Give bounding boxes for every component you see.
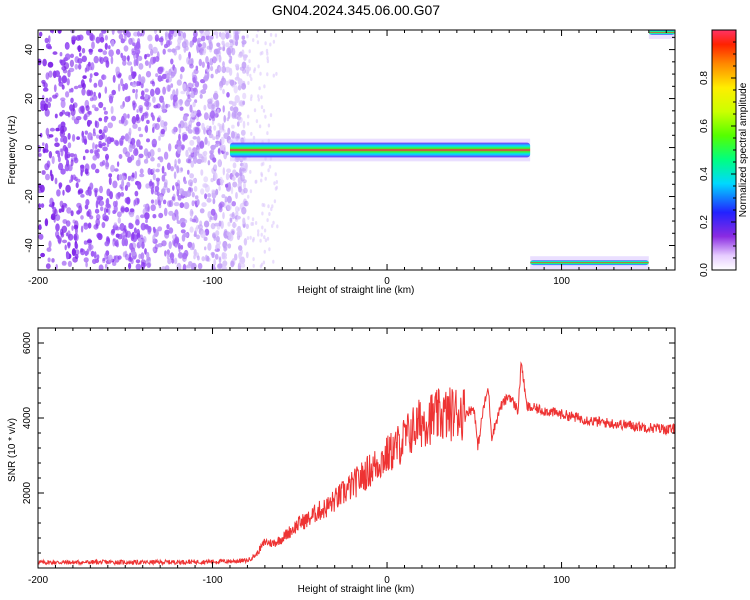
x-tick-label: -100 <box>203 276 223 287</box>
y-tick-label: -20 <box>24 189 35 204</box>
x-tick-label: 0 <box>384 276 390 287</box>
snr-panel: -200 -100 0 100 2000 4000 6000 Height of strai… <box>7 327 676 595</box>
spectrogram-heatmap <box>38 30 675 270</box>
colorbar-scale <box>711 29 737 271</box>
y-tick-label: -40 <box>24 238 35 253</box>
colorbar-ticks: 0.0 0.2 0.4 0.6 0.8 <box>699 29 736 277</box>
colorbar-tick-label: 0.8 <box>699 71 710 85</box>
spectrogram-frame <box>37 29 676 271</box>
colorbar-label: Normalized spectral amplitude <box>738 82 749 217</box>
x-tick-label: -100 <box>203 575 223 586</box>
y-tick-label: 20 <box>24 93 35 105</box>
spectrogram-signal-band <box>530 256 649 270</box>
spectrogram-noise <box>38 30 279 270</box>
x-tick-label: -200 <box>28 276 48 287</box>
spectrogram-y-axis-label: Frequency (Hz) <box>7 116 18 185</box>
x-tick-label: 0 <box>384 575 390 586</box>
spectrogram-x-axis-label: Height of straight line (km) <box>298 285 415 296</box>
colorbar-tick-label: 0.0 <box>699 263 710 277</box>
spectrogram-signal-band <box>648 30 675 39</box>
colorbar: 0.0 0.2 0.4 0.6 0.8 Normalized spectral ampl… <box>699 29 749 277</box>
y-tick-label: 2000 <box>22 481 33 504</box>
y-tick-label: 4000 <box>22 406 33 429</box>
snr-x-axis-label: Height of straight line (km) <box>298 584 415 595</box>
y-tick-label: 6000 <box>22 331 33 354</box>
x-tick-label: 100 <box>553 575 570 586</box>
x-tick-label: 100 <box>553 276 570 287</box>
snr-series-line <box>38 361 675 567</box>
snr-ticks: -200 -100 0 100 2000 4000 6000 <box>22 327 675 586</box>
snr-frame <box>37 327 676 569</box>
chart-title: GN04.2024.345.06.00.G07 <box>272 2 440 18</box>
x-tick-label: -200 <box>28 575 48 586</box>
y-tick-label: 0 <box>24 144 35 150</box>
colorbar-tick-label: 0.4 <box>699 167 710 181</box>
colorbar-tick-label: 0.2 <box>699 215 710 229</box>
snr-y-axis-label: SNR (10 * v/v) <box>7 418 18 482</box>
y-tick-label: 40 <box>24 44 35 56</box>
spectrogram-signal-band <box>229 138 531 162</box>
colorbar-tick-label: 0.6 <box>699 119 710 133</box>
